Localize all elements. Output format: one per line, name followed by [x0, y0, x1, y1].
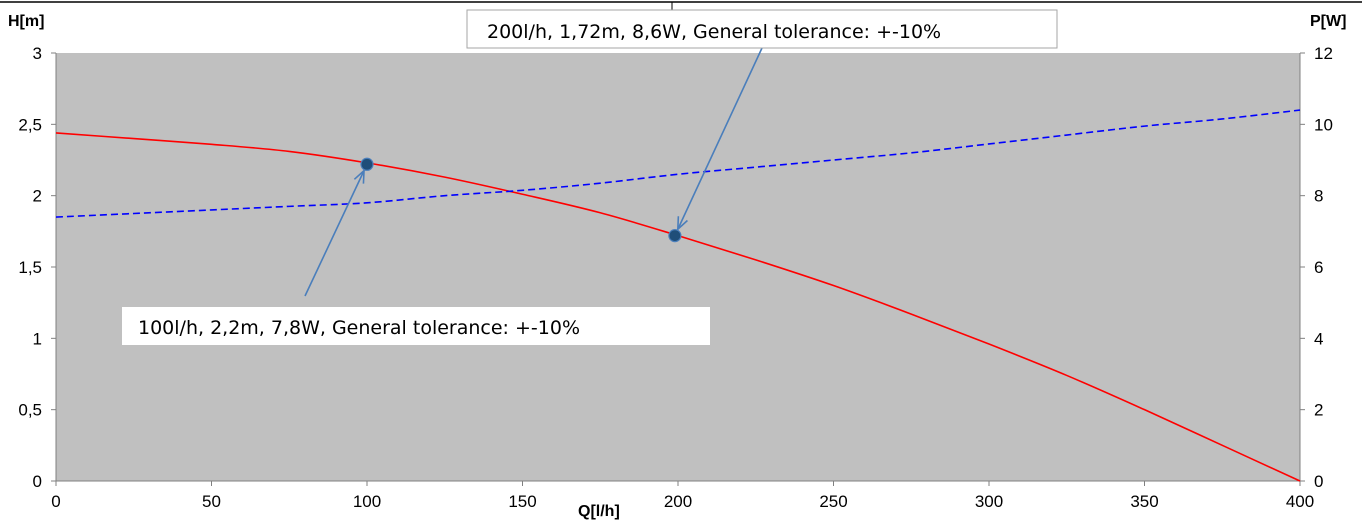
- x-axis-title: Q[l/h]: [578, 503, 620, 520]
- callout-arrow-line: [677, 47, 763, 230]
- x-tick-label: 300: [975, 492, 1003, 511]
- plot-area: [56, 53, 1300, 481]
- x-tick-label: 50: [202, 492, 221, 511]
- callout-arrow-head: [353, 168, 365, 184]
- callout-arrow-head: [676, 216, 688, 232]
- y-left-tick-label: 2,5: [18, 115, 42, 134]
- callout-label: 200l/h, 1,72m, 8,6W, General tolerance: …: [487, 21, 941, 43]
- y-right-tick-label: 10: [1314, 115, 1333, 134]
- operating-point-marker: [668, 229, 682, 243]
- x-tick-label: 200: [664, 492, 692, 511]
- y-right-axis-title: P[W]: [1310, 13, 1346, 30]
- x-tick-label: 350: [1130, 492, 1158, 511]
- y-right-tick-label: 2: [1314, 401, 1323, 420]
- x-tick-label: 0: [51, 492, 60, 511]
- y-right-tick-label: 0: [1314, 472, 1323, 491]
- y-right-tick-label: 4: [1314, 329, 1323, 348]
- y-left-tick-label: 0,5: [18, 401, 42, 420]
- callout-label: 100l/h, 2,2m, 7,8W, General tolerance: +…: [138, 317, 580, 339]
- y-left-tick-label: 2: [33, 187, 42, 206]
- x-tick-label: 250: [819, 492, 847, 511]
- head-curve-line: [55, 132, 1301, 482]
- y-left-tick-label: 1,5: [18, 258, 42, 277]
- x-tick-label: 150: [508, 492, 536, 511]
- callout-box: [122, 307, 710, 345]
- operating-point-marker: [360, 157, 374, 171]
- y-left-tick-label: 3: [33, 44, 42, 63]
- x-tick-label: 400: [1286, 492, 1314, 511]
- x-tick-label: 100: [353, 492, 381, 511]
- callout-box: [466, 9, 1058, 49]
- y-left-axis-title: H[m]: [8, 13, 44, 30]
- y-right-tick-label: 6: [1314, 258, 1323, 277]
- y-left-tick-label: 1: [33, 329, 42, 348]
- y-right-tick-label: 8: [1314, 187, 1323, 206]
- y-right-tick-label: 12: [1314, 44, 1333, 63]
- power-curve-line: [55, 109, 1301, 218]
- callout-arrow-line: [304, 170, 365, 297]
- y-left-tick-label: 0: [33, 472, 42, 491]
